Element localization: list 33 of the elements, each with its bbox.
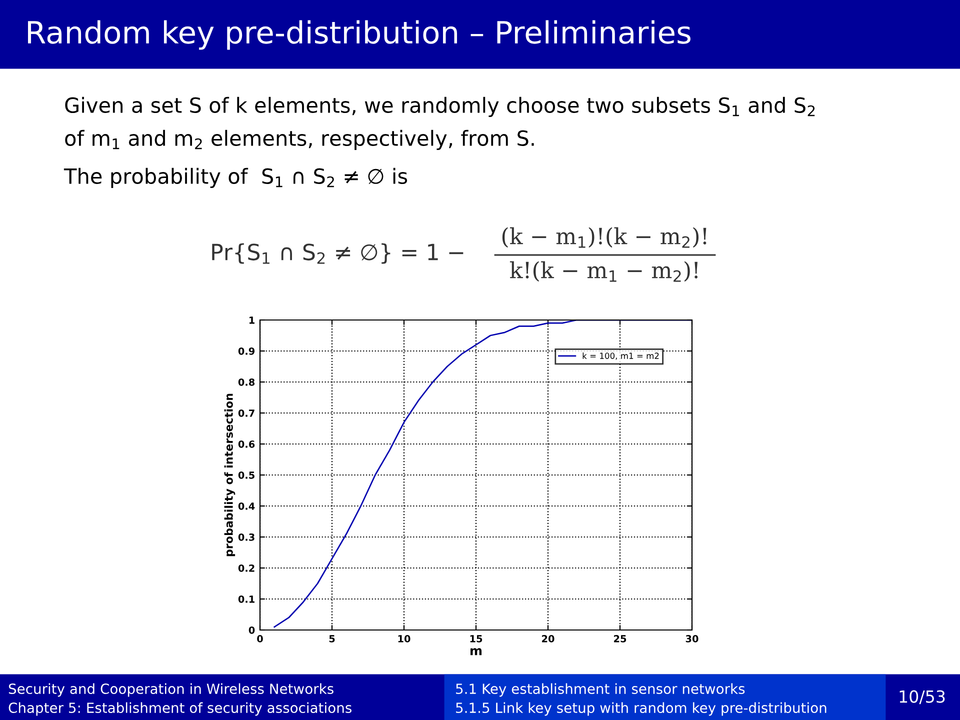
text: (k − m$_{1}$)!(k − m$_{2}$)! bbox=[502, 227, 706, 248]
y-tick-label: 0.9 bbox=[238, 347, 255, 355]
x-tick-label: 20 bbox=[542, 635, 554, 642]
y-tick-label: 1 bbox=[249, 316, 254, 324]
y-tick-label: 0.8 bbox=[238, 378, 255, 386]
text: k!(k − m$_{1}$ − m$_{2}$)! bbox=[510, 261, 698, 282]
y-axis-title: probability of intersection bbox=[224, 394, 236, 556]
text: 5.1 Key establishment in sensor networks bbox=[456, 683, 745, 697]
x-tick-label: 25 bbox=[614, 635, 626, 642]
text: 10/53 bbox=[900, 690, 945, 704]
text: of m$_{1}$ and m$_{2}$ elements, respectively, from S. bbox=[65, 130, 534, 150]
legend-label: k = 100, m1 = m2 bbox=[582, 352, 659, 360]
y-tick-label: 0.7 bbox=[238, 409, 254, 417]
text: Chapter 5: Establishment of security associations bbox=[8, 702, 352, 716]
x-tick-label: 30 bbox=[686, 635, 698, 642]
text: The probability of S$_{1}$ ∩ S$_{2}$ ≠ ∅ is bbox=[64, 168, 408, 188]
y-tick-label: 0.2 bbox=[238, 564, 254, 572]
y-tick-label: 0.6 bbox=[238, 440, 255, 448]
text: Given a set S of k elements, we randomly choose two subsets S$_{1}$ and S$_{2}$ bbox=[65, 96, 815, 118]
x-tick-label: 10 bbox=[398, 635, 410, 642]
chart-title: Random key pre-distribution – Preliminaries bbox=[28, 20, 690, 50]
y-tick-label: 0.5 bbox=[238, 471, 254, 479]
y-tick-label: 0.1 bbox=[238, 595, 254, 603]
y-tick-label: 0.3 bbox=[238, 533, 254, 541]
text: 5.1.5 Link key setup with random key pre-distribution bbox=[456, 702, 826, 716]
text: Security and Cooperation in Wireless Networks bbox=[8, 683, 334, 697]
y-tick-label: 0.4 bbox=[238, 502, 255, 510]
x-tick-label: 0 bbox=[257, 635, 263, 642]
text: Pr{S$_{1}$ ∩ S$_{2}$ ≠ ∅} = 1 − bbox=[212, 243, 464, 264]
y-tick-label: 0 bbox=[248, 626, 255, 634]
x-axis-title: m bbox=[470, 648, 482, 656]
x-tick-label: 15 bbox=[470, 635, 482, 642]
x-tick-label: 5 bbox=[329, 635, 335, 642]
